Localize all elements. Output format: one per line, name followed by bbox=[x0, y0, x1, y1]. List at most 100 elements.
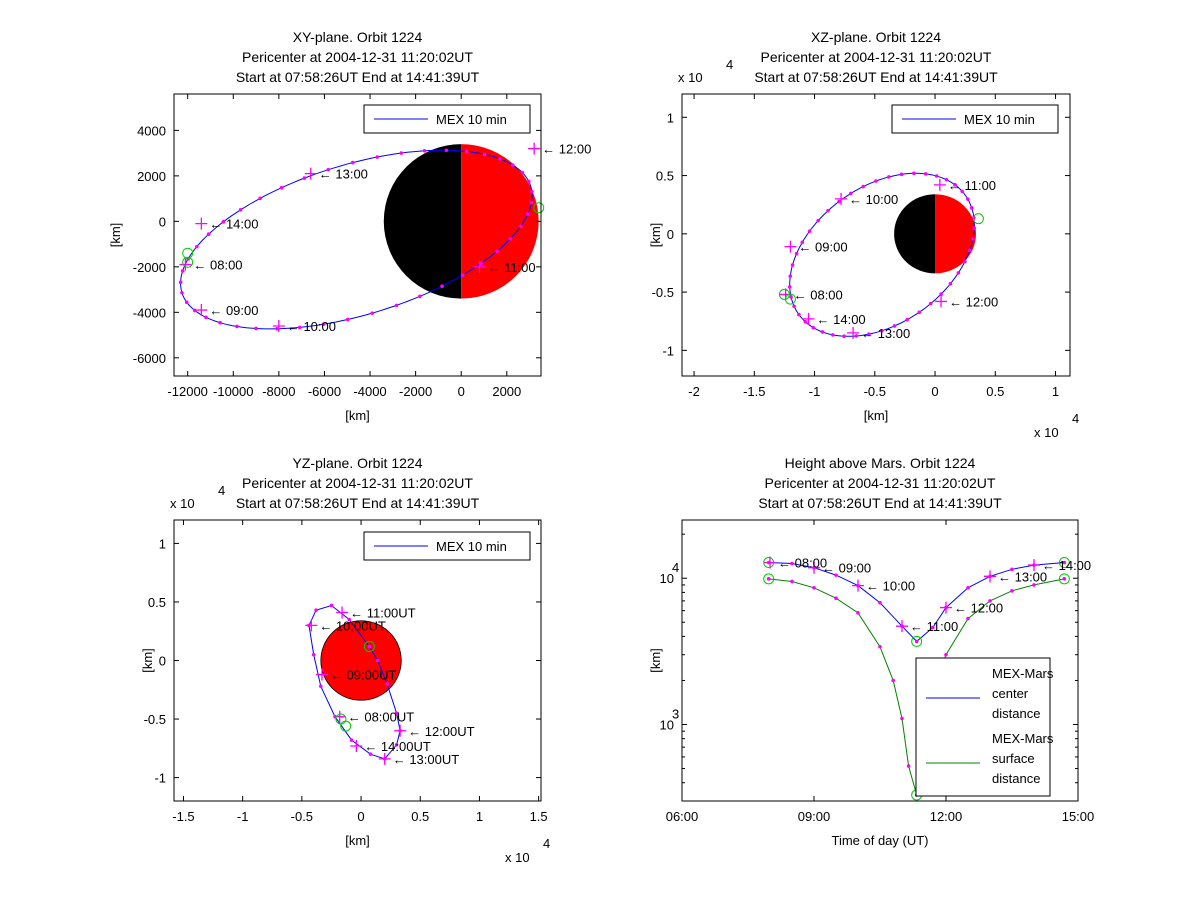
ten-min-marker bbox=[972, 226, 977, 230]
axes-box bbox=[173, 93, 542, 377]
x-tick-label: -12000 bbox=[167, 384, 207, 399]
endpoint-marker bbox=[335, 713, 347, 725]
panel-xz: XZ-plane. Orbit 1224 Pericenter at 2004-1… bbox=[648, 29, 1079, 440]
y-axis-label: [km] bbox=[648, 648, 663, 673]
y-tick-label: 0.5 bbox=[656, 169, 674, 184]
y-tick-power: 3 bbox=[672, 707, 679, 722]
legend-box bbox=[915, 657, 1051, 797]
ten-min-marker bbox=[221, 220, 226, 224]
y-tick-label: -1 bbox=[662, 343, 674, 358]
ten-min-marker bbox=[347, 617, 352, 622]
hour-label: ← 12:00 bbox=[542, 142, 591, 157]
ten-min-marker bbox=[812, 585, 816, 590]
mars-night-side bbox=[894, 194, 936, 274]
panel-height: Height above Mars. Orbit 1224 Pericenter … bbox=[648, 455, 1094, 848]
y-tick-label: -0.5 bbox=[652, 285, 674, 300]
ten-min-marker bbox=[797, 312, 801, 317]
hour-label: ← 10:00 bbox=[287, 319, 336, 334]
ten-min-marker bbox=[900, 716, 904, 721]
ten-min-marker bbox=[1010, 567, 1014, 572]
hour-label: ← 10:00 bbox=[849, 192, 898, 207]
ten-min-marker bbox=[789, 295, 793, 299]
ten-min-marker bbox=[525, 212, 530, 216]
ten-min-marker bbox=[967, 248, 972, 253]
ten-min-marker bbox=[891, 678, 895, 683]
ten-min-marker bbox=[790, 263, 795, 267]
ten-min-marker bbox=[302, 176, 307, 180]
chart-title-line: Pericenter at 2004-12-31 11:20:02UT bbox=[765, 475, 996, 491]
ten-min-marker bbox=[931, 625, 935, 630]
chart-title-line: Start at 07:58:26UT End at 14:41:39UT bbox=[236, 495, 480, 511]
ten-min-marker bbox=[350, 160, 355, 165]
hour-label: ← 14:00 bbox=[1042, 558, 1091, 573]
endpoint-marker bbox=[1058, 573, 1070, 585]
legend-text: MEX 10 min bbox=[964, 112, 1035, 127]
hour-marker bbox=[195, 304, 208, 317]
chart-title-line: Pericenter at 2004-12-31 11:20:02UT bbox=[242, 475, 473, 491]
hour-label: ← 12:00 bbox=[949, 294, 998, 309]
ten-min-marker bbox=[971, 237, 975, 241]
ten-min-marker bbox=[879, 329, 884, 333]
ten-min-marker bbox=[811, 325, 816, 330]
x-tick-label: 1.5 bbox=[530, 809, 548, 824]
hour-label: ← 14:00 bbox=[817, 312, 866, 327]
ten-min-marker bbox=[923, 172, 928, 176]
ten-min-marker bbox=[460, 273, 465, 277]
ten-min-marker bbox=[1010, 589, 1014, 593]
hour-marker bbox=[984, 570, 996, 583]
mars-day-side bbox=[461, 144, 539, 299]
ten-min-marker bbox=[878, 644, 882, 649]
ten-min-marker bbox=[788, 274, 793, 278]
hour-marker bbox=[808, 561, 820, 574]
hour-label: ← 11:00UT bbox=[350, 605, 416, 620]
endpoint-marker bbox=[533, 202, 545, 214]
hour-marker bbox=[528, 142, 541, 155]
x-axis-label: [km] bbox=[864, 408, 889, 423]
ten-min-marker bbox=[526, 179, 531, 184]
x-tick-label: 12:00 bbox=[930, 809, 963, 824]
hour-label: ← 09:00 bbox=[822, 561, 871, 576]
ten-min-marker bbox=[867, 332, 871, 336]
legend-text: MEX 10 min bbox=[436, 539, 507, 554]
ten-min-marker bbox=[321, 322, 326, 327]
mars-day-side bbox=[935, 194, 976, 274]
ten-min-marker bbox=[444, 148, 449, 153]
hour-marker bbox=[784, 240, 797, 253]
x-tick-label: -8000 bbox=[262, 384, 295, 399]
hour-marker bbox=[1028, 559, 1040, 572]
hour-marker bbox=[304, 167, 317, 180]
ten-min-marker bbox=[311, 652, 316, 657]
ten-min-marker bbox=[969, 206, 974, 210]
ten-min-marker bbox=[934, 174, 939, 178]
mars-night-side bbox=[383, 144, 462, 299]
legend-text: MEX-Mars bbox=[992, 666, 1054, 681]
hour-marker bbox=[933, 178, 946, 191]
ten-min-marker bbox=[195, 244, 199, 249]
endpoint-marker bbox=[763, 573, 775, 585]
series-line bbox=[768, 578, 1065, 796]
endpoint-marker bbox=[340, 720, 352, 732]
y-tick-label: 0 bbox=[159, 654, 166, 669]
y-tick-label: 1 bbox=[667, 110, 674, 125]
x-exponent: x 10 bbox=[1034, 425, 1059, 440]
y-exponent-power: 4 bbox=[726, 57, 733, 72]
ten-min-marker bbox=[206, 232, 211, 236]
ten-min-marker bbox=[965, 197, 970, 201]
ten-min-marker bbox=[831, 333, 835, 337]
y-tick-label: 0 bbox=[159, 214, 166, 229]
panel-yz: YZ-plane. Orbit 1224 Pericenter at 2004-1… bbox=[140, 455, 550, 865]
ten-min-marker bbox=[520, 170, 525, 175]
hour-marker bbox=[179, 258, 192, 271]
y-axis-label: [km] bbox=[108, 223, 123, 248]
hour-label: ← 13:00 bbox=[319, 167, 368, 182]
hour-marker bbox=[195, 217, 208, 230]
ten-min-marker bbox=[204, 315, 208, 320]
mars-body bbox=[320, 620, 402, 701]
x-tick-label: -1 bbox=[237, 809, 249, 824]
ten-min-marker bbox=[508, 236, 513, 241]
ten-min-marker bbox=[800, 240, 805, 245]
ten-min-marker bbox=[510, 163, 515, 167]
y-exponent: x 10 bbox=[170, 496, 195, 511]
y-exponent-power: 4 bbox=[218, 483, 225, 498]
x-tick-label: 0.5 bbox=[986, 384, 1004, 399]
